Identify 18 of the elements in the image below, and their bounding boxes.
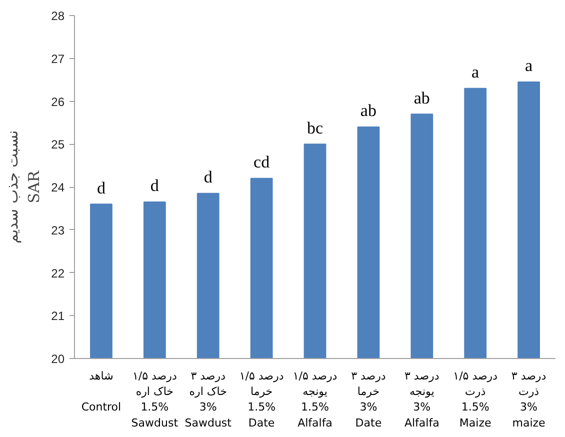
y-tick-label: 24: [51, 180, 65, 194]
annotation: d: [96, 178, 106, 198]
y-tick-label: 26: [51, 94, 65, 109]
annotation: a: [525, 56, 534, 76]
y-tick-label: 20: [51, 352, 65, 366]
y-tick-label: 25: [51, 138, 65, 152]
annotation: ab: [360, 101, 376, 120]
y-tick-label: 22: [51, 266, 65, 280]
annotation: cd: [254, 152, 270, 172]
annotation: d: [150, 176, 160, 196]
y-tick-label: 27: [51, 52, 65, 66]
y-tick-label: 28: [51, 9, 65, 23]
y-tick-label: 23: [51, 223, 65, 238]
y-tick-label: 21: [51, 309, 65, 324]
annotation: a: [472, 62, 480, 82]
annotation: bc: [306, 118, 324, 138]
annotation: ab: [414, 88, 430, 108]
annotation: d: [204, 168, 213, 187]
